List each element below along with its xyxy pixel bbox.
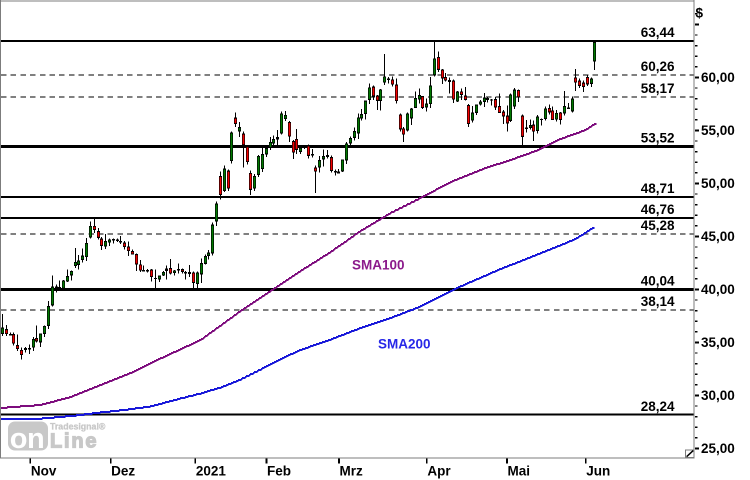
svg-text:Dez: Dez — [111, 464, 135, 479]
svg-text:$: $ — [696, 6, 704, 21]
svg-text:53,52: 53,52 — [641, 131, 675, 146]
svg-text:25,00: 25,00 — [701, 441, 735, 456]
svg-text:55,00: 55,00 — [701, 123, 735, 138]
svg-text:Mai: Mai — [508, 464, 531, 479]
svg-text:40,00: 40,00 — [701, 282, 735, 297]
svg-text:Line: Line — [50, 431, 98, 453]
svg-text:63,44: 63,44 — [641, 25, 675, 40]
svg-text:30,00: 30,00 — [701, 388, 735, 403]
svg-text:Apr: Apr — [427, 464, 451, 479]
svg-text:35,00: 35,00 — [701, 335, 735, 350]
svg-text:60,26: 60,26 — [641, 59, 675, 74]
svg-text:Tradesignal®: Tradesignal® — [50, 422, 106, 432]
svg-text:38,14: 38,14 — [641, 294, 675, 309]
svg-text:50,00: 50,00 — [701, 176, 735, 191]
svg-text:40,04: 40,04 — [641, 274, 675, 289]
svg-text:on: on — [10, 423, 44, 455]
svg-text:SMA200: SMA200 — [378, 337, 431, 352]
svg-text:2021: 2021 — [196, 464, 227, 479]
svg-text:45,28: 45,28 — [641, 218, 675, 233]
svg-text:Feb: Feb — [267, 464, 291, 479]
svg-text:60,00: 60,00 — [701, 70, 735, 85]
svg-text:48,71: 48,71 — [641, 181, 675, 196]
svg-text:SMA100: SMA100 — [352, 258, 405, 273]
svg-text:Jun: Jun — [586, 464, 610, 479]
svg-text:Nov: Nov — [31, 464, 57, 479]
svg-text:28,24: 28,24 — [641, 399, 675, 414]
svg-text:46,76: 46,76 — [641, 202, 675, 217]
svg-text:58,17: 58,17 — [641, 81, 675, 96]
svg-text:45,00: 45,00 — [701, 229, 735, 244]
svg-text:Mrz: Mrz — [340, 464, 363, 479]
